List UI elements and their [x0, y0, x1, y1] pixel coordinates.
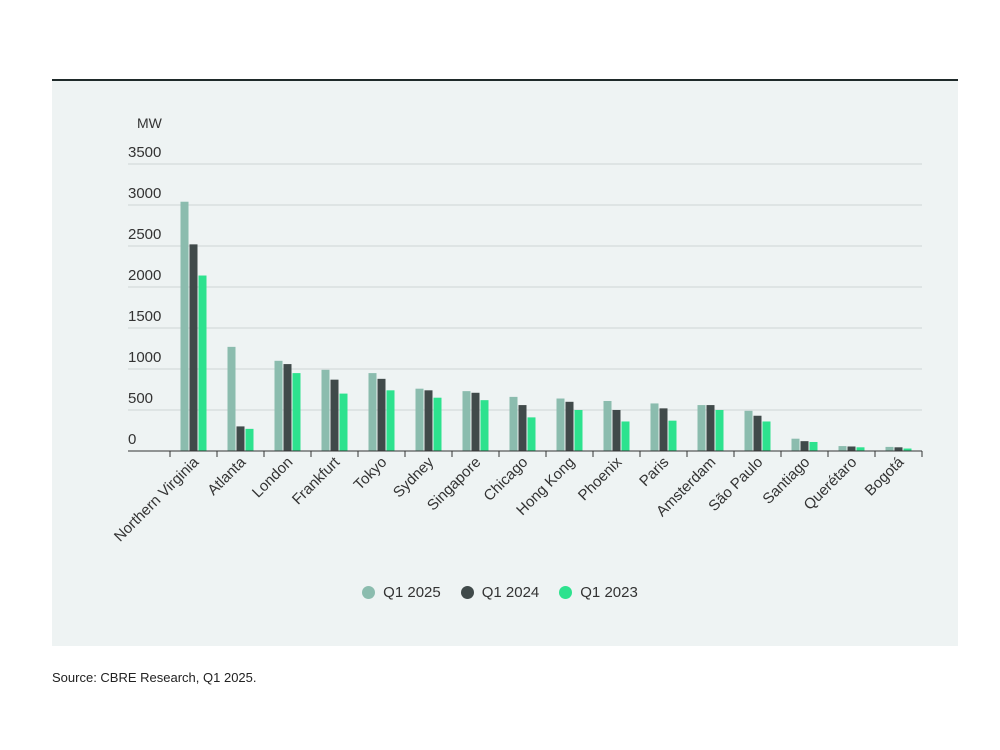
x-tick-label: London [249, 454, 296, 501]
bar [650, 403, 659, 451]
bar [612, 410, 621, 451]
bar [339, 393, 348, 451]
bar [245, 428, 254, 451]
bar [762, 421, 771, 451]
x-axis [128, 450, 923, 457]
bar [706, 405, 715, 451]
bar [292, 373, 301, 451]
bar [368, 373, 377, 451]
legend-swatch [460, 586, 474, 599]
bar [330, 379, 339, 451]
bar [659, 408, 668, 451]
x-tick-label: Frankfurt [289, 453, 344, 508]
bar [180, 201, 189, 451]
bar [556, 398, 565, 451]
x-tick-label: Northern Virginia [111, 453, 203, 545]
y-tick-label: 2500 [128, 226, 161, 243]
x-tick-label: Paris [636, 454, 672, 490]
x-tick-label: Sydney [390, 453, 438, 501]
top-rule [52, 79, 958, 81]
y-tick-label: 3500 [128, 144, 161, 161]
bar [236, 426, 245, 451]
bar [744, 410, 753, 451]
bar [386, 390, 395, 451]
bar [574, 410, 583, 451]
y-tick-label: 1500 [128, 308, 161, 325]
bar [856, 447, 865, 451]
bar [424, 390, 433, 451]
legend-label: Q1 2023 [580, 584, 638, 601]
bar [462, 391, 471, 451]
legend-swatch [559, 586, 573, 599]
bar [433, 397, 442, 451]
bar [894, 447, 903, 451]
y-tick-label: 500 [128, 390, 153, 407]
legend: Q1 2025 Q1 2024 Q1 2023 [0, 584, 1000, 601]
bar [377, 378, 386, 451]
bar [885, 446, 894, 451]
bar [509, 396, 518, 451]
bar [565, 401, 574, 451]
bar [518, 405, 527, 451]
source-note: Source: CBRE Research, Q1 2025. [52, 670, 257, 685]
bar [715, 410, 724, 451]
bar [668, 420, 677, 451]
bar [621, 421, 630, 451]
x-tick-label: Tokyo [351, 454, 391, 494]
bar [838, 446, 847, 451]
legend-item: Q1 2023 [559, 584, 638, 601]
bar [603, 400, 612, 451]
bar [415, 388, 424, 451]
y-tick-label: 2000 [128, 267, 161, 284]
y-axis-label: MW [137, 115, 163, 131]
bar [847, 446, 856, 451]
bar [283, 364, 292, 451]
bars [180, 201, 912, 451]
bar [791, 438, 800, 451]
legend-label: Q1 2025 [383, 584, 441, 601]
bar [527, 417, 536, 451]
legend-item: Q1 2024 [460, 584, 540, 601]
y-tick-label: 3000 [128, 185, 161, 202]
bar [809, 441, 818, 451]
bar [189, 244, 198, 451]
bar [274, 360, 283, 451]
legend-label: Q1 2024 [481, 584, 540, 601]
x-tick-label: Atlanta [204, 453, 250, 499]
legend-swatch [362, 586, 376, 599]
x-tick-label: Phoenix [575, 453, 626, 504]
bar [198, 275, 207, 451]
bar [471, 392, 480, 451]
legend-item: Q1 2025 [362, 584, 441, 601]
bar [800, 441, 809, 451]
y-tick-labels: 0 500 1000 1500 2000 2500 3000 3500 [128, 144, 161, 448]
bar [753, 415, 762, 451]
bar [227, 346, 236, 451]
bar [480, 400, 489, 451]
y-tick-label: 1000 [128, 349, 161, 366]
x-tick-label: Bogotá [862, 453, 908, 499]
bar [697, 405, 706, 451]
bar [321, 369, 330, 451]
y-tick-label: 0 [128, 431, 136, 448]
bar [903, 448, 912, 451]
